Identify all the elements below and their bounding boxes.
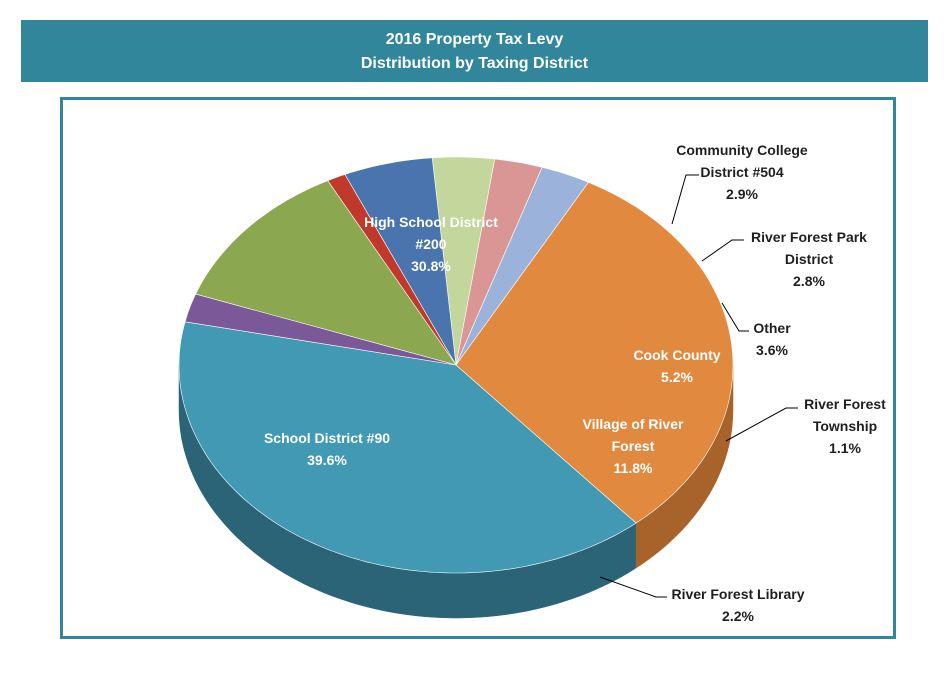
chart-title-line-1: 2016 Property Tax Levy — [385, 31, 564, 48]
leader-line-river-forest-library — [599, 576, 667, 598]
data-label-value-village-of-river-forest: 11.8% — [614, 460, 653, 476]
data-label-village-of-river-forest: Village of River — [583, 416, 684, 432]
data-label-value-school-district-90: 39.6% — [307, 452, 347, 468]
slice-high-school-district-200 — [455, 181, 734, 524]
slice-river-forest-library — [184, 293, 457, 366]
leader-line-community-college-district-504 — [671, 174, 699, 225]
slice-school-district-90 — [178, 321, 637, 574]
data-label-value-community-college-district-504: 2.9% — [726, 186, 758, 202]
data-label-value-river-forest-township: 1.1% — [829, 440, 861, 456]
data-label-value-other: 3.6% — [756, 342, 788, 358]
data-label-other: Other — [753, 320, 791, 336]
pie-top — [178, 156, 734, 574]
data-label-value-cook-county: 5.2% — [661, 369, 693, 385]
data-label-school-district-90: School District #90 — [264, 430, 390, 446]
slice-river-forest-park-district — [455, 158, 543, 366]
title-banner: 2016 Property Tax Levy Distribution by T… — [21, 20, 928, 82]
leader-line-river-forest-park-district — [701, 239, 744, 262]
data-label-community-college-district-504: Community College — [676, 142, 808, 158]
data-label-value-high-school-district-200: 30.8% — [411, 258, 451, 274]
data-label-village-of-river-forest: Forest — [612, 438, 655, 454]
data-label-river-forest-library: River Forest Library — [671, 586, 804, 602]
leader-line-river-forest-township — [725, 407, 798, 442]
leader-line-other — [721, 302, 749, 332]
data-label-river-forest-township: River Forest — [804, 396, 886, 412]
data-label-community-college-district-504: District #504 — [700, 164, 783, 180]
slice-other — [431, 156, 496, 366]
data-label-value-river-forest-library: 2.2% — [722, 608, 754, 624]
data-label-river-forest-park-district: River Forest Park — [751, 229, 867, 245]
data-label-river-forest-township: Township — [813, 418, 877, 434]
slice-cook-county — [344, 157, 457, 366]
data-label-value-river-forest-park-district: 2.8% — [793, 273, 825, 289]
data-label-high-school-district-200: #200 — [415, 236, 446, 252]
slice-river-forest-township — [327, 174, 457, 366]
slice-community-college-district-504 — [455, 166, 589, 366]
data-label-river-forest-park-district: District — [785, 251, 834, 267]
chart-title-line-2: Distribution by Taxing District — [360, 55, 589, 72]
data-label-cook-county: Cook County — [633, 347, 720, 363]
data-labels: School District #90 39.6% High School Dist… — [264, 142, 886, 624]
slice-village-of-river-forest — [195, 180, 457, 366]
data-label-high-school-district-200: High School District — [364, 214, 498, 230]
